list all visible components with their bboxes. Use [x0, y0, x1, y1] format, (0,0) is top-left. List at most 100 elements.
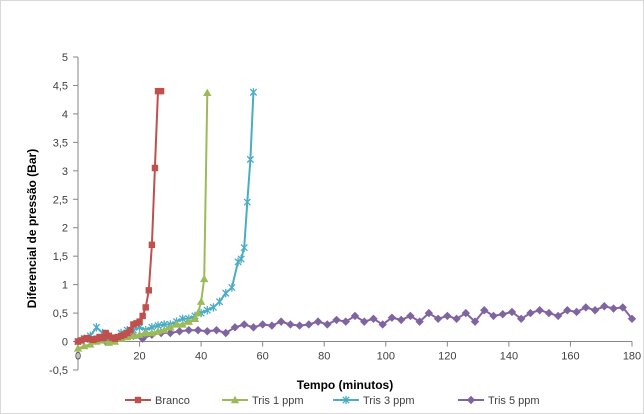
data-point: [127, 326, 134, 334]
data-point: [129, 331, 138, 340]
data-point: [627, 314, 637, 323]
x-tick-label: 120: [438, 351, 456, 363]
x-tick-labels: 0 20 40 60 80 100 120 140 160 180: [75, 351, 641, 363]
data-point: [424, 308, 434, 318]
data-point: [243, 197, 251, 207]
data-point: [203, 306, 211, 315]
data-point: [267, 321, 277, 330]
series-0: [74, 87, 165, 345]
data-point: [193, 325, 203, 335]
data-point: [199, 274, 209, 283]
data-point: [249, 323, 258, 332]
data-point: [489, 311, 498, 321]
x-axis-title: Tempo (minutos): [297, 378, 393, 392]
data-point: [276, 317, 286, 326]
x-tick-label: 0: [75, 351, 81, 363]
data-point: [498, 310, 507, 319]
y-tick-label: 1: [62, 280, 68, 292]
data-point: [184, 325, 193, 335]
data-point: [313, 317, 323, 326]
data-point: [212, 325, 221, 335]
data-point: [378, 320, 387, 329]
data-point: [387, 313, 397, 322]
data-point: [332, 315, 341, 325]
data-point: [159, 325, 169, 334]
data-point: [507, 307, 517, 317]
data-point: [295, 321, 304, 330]
y-tick-label: 1,5: [53, 251, 68, 263]
data-point: [452, 314, 461, 323]
data-point: [92, 323, 101, 332]
data-point: [166, 328, 175, 338]
series-3: [73, 302, 637, 346]
data-point: [590, 306, 600, 315]
legend-marker: [134, 396, 142, 404]
x-tick-label: 80: [318, 351, 330, 363]
data-point: [142, 304, 149, 311]
legend-item: Branco: [125, 395, 190, 407]
data-point: [203, 88, 212, 97]
data-point: [258, 320, 267, 329]
data-point: [396, 315, 406, 325]
data-point: [190, 314, 200, 322]
data-point: [104, 338, 113, 346]
data-point: [138, 334, 147, 343]
series-layer: [73, 87, 637, 352]
data-point: [535, 306, 544, 315]
data-point: [148, 241, 156, 248]
data-point: [323, 320, 332, 329]
data-point: [184, 317, 193, 325]
x-tick-label: 140: [500, 351, 518, 363]
data-point: [517, 314, 526, 323]
data-point: [304, 320, 314, 329]
data-point: [286, 320, 295, 329]
data-point: [369, 314, 378, 323]
y-tick-label: 0,5: [53, 308, 68, 320]
y-tick-label: 2: [62, 223, 68, 235]
data-point: [544, 308, 554, 318]
data-point: [228, 283, 236, 292]
legend-item: Tris 3 ppm: [333, 395, 415, 407]
data-point: [157, 87, 165, 95]
data-point: [145, 287, 152, 294]
y-tick-label: 3: [62, 166, 68, 178]
data-point: [230, 323, 240, 332]
y-tick-label: 2,5: [53, 194, 68, 206]
data-point: [618, 303, 627, 312]
data-point: [609, 304, 618, 313]
data-point: [246, 155, 255, 164]
data-point: [153, 327, 163, 335]
x-tick-label: 160: [561, 351, 579, 363]
data-point: [222, 288, 230, 298]
legend-label: Tris 3 ppm: [363, 395, 415, 407]
data-point: [443, 311, 452, 321]
data-point: [240, 243, 248, 252]
data-point: [139, 312, 146, 320]
data-point: [196, 297, 206, 305]
data-point: [203, 327, 212, 336]
legend-marker: [466, 395, 476, 405]
y-axis-title: Diferencial de pressão (Bar): [25, 149, 39, 308]
y-tick-label: 3,5: [53, 137, 68, 149]
data-point: [350, 311, 360, 321]
data-point: [141, 328, 150, 337]
data-point: [240, 320, 249, 329]
legend: Branco Tris 1 ppm Tris 3 ppm Tris 5 ppm: [125, 395, 540, 407]
legend-label: Tris 1 ppm: [252, 395, 304, 407]
data-point: [237, 254, 245, 264]
legend-item: Tris 1 ppm: [222, 395, 304, 407]
axes: [73, 56, 633, 371]
data-point: [572, 307, 581, 317]
data-point: [415, 317, 424, 326]
legend-marker: [230, 395, 240, 404]
data-point: [526, 308, 535, 318]
x-tick-label: 180: [623, 351, 641, 363]
data-point: [600, 302, 609, 311]
data-point: [178, 320, 187, 328]
data-point: [73, 344, 83, 352]
data-point: [406, 311, 415, 321]
data-point: [249, 88, 258, 97]
data-point: [461, 308, 470, 318]
data-point: [99, 334, 106, 342]
